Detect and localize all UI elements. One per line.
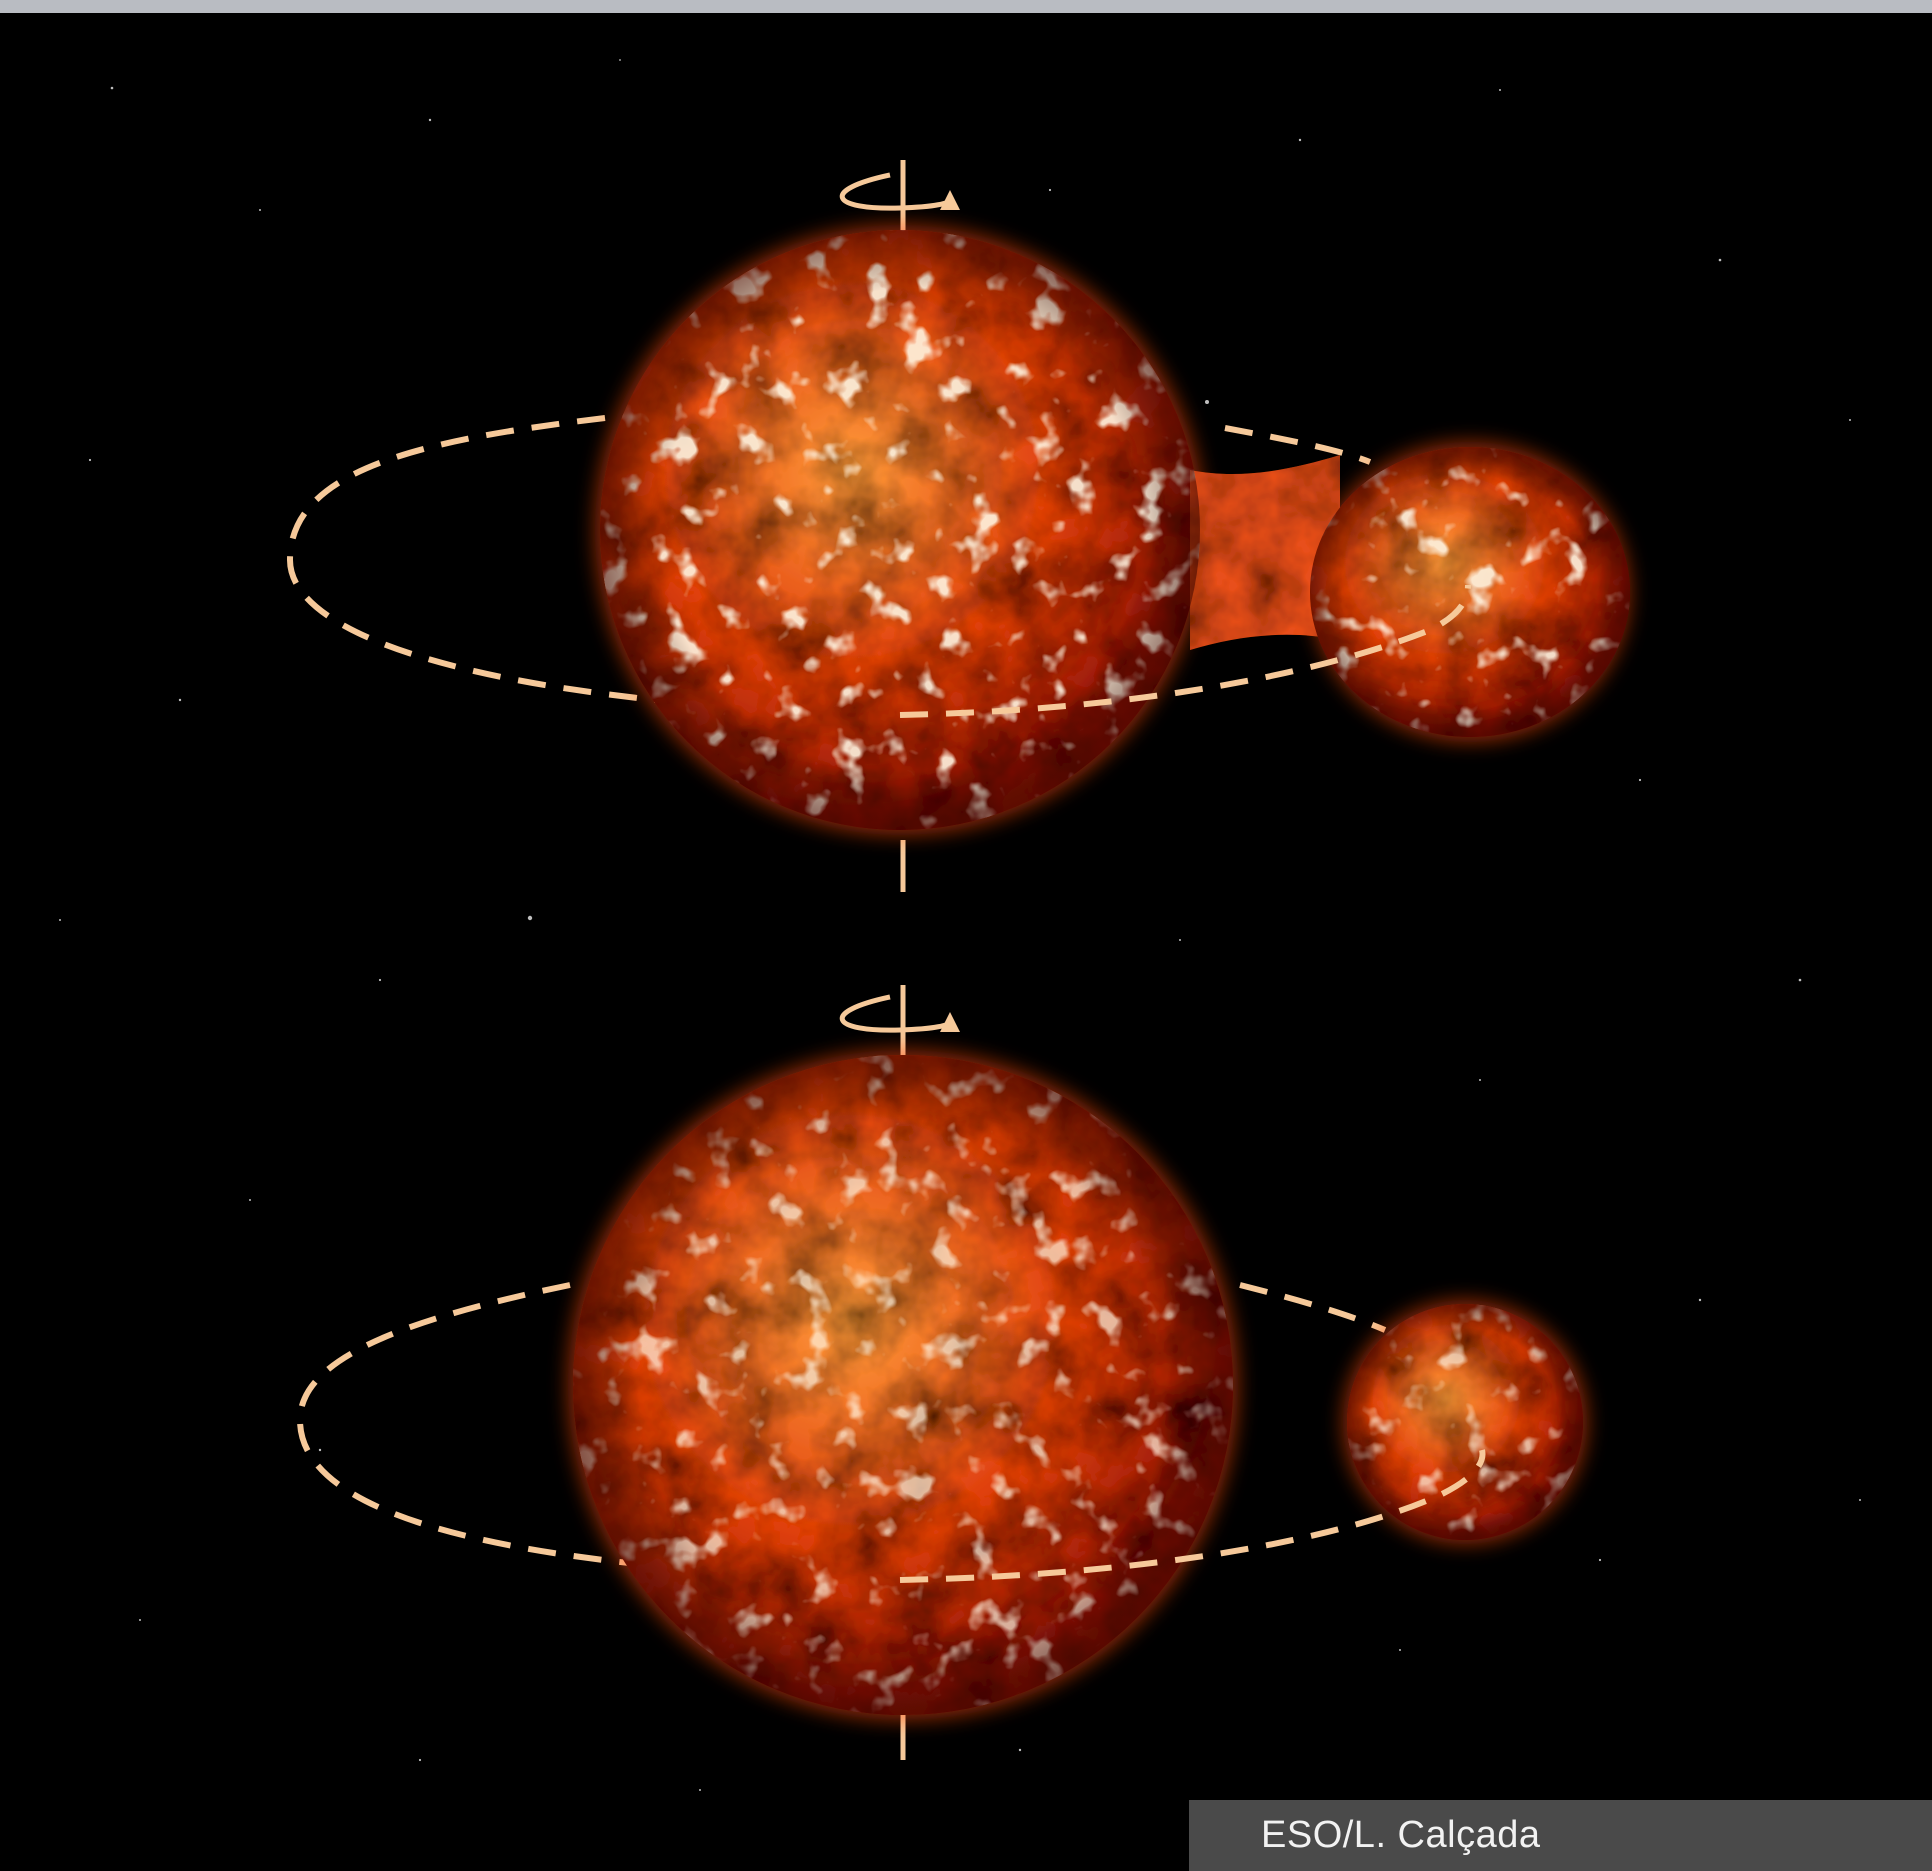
starfield xyxy=(59,59,1861,1791)
top-strip xyxy=(0,0,1932,13)
detached-binary-system xyxy=(296,985,1587,1760)
image-credit: ESO/L. Calçada xyxy=(1189,1800,1932,1871)
mass-transfer-bridge xyxy=(1190,455,1340,650)
contact-binary-system xyxy=(286,160,1630,892)
rotation-arrow-icon xyxy=(839,994,960,1033)
credit-text: ESO/L. Calçada xyxy=(1261,1814,1541,1856)
binary-star-illustration xyxy=(0,13,1932,1871)
rotation-arrow-icon xyxy=(839,172,960,211)
